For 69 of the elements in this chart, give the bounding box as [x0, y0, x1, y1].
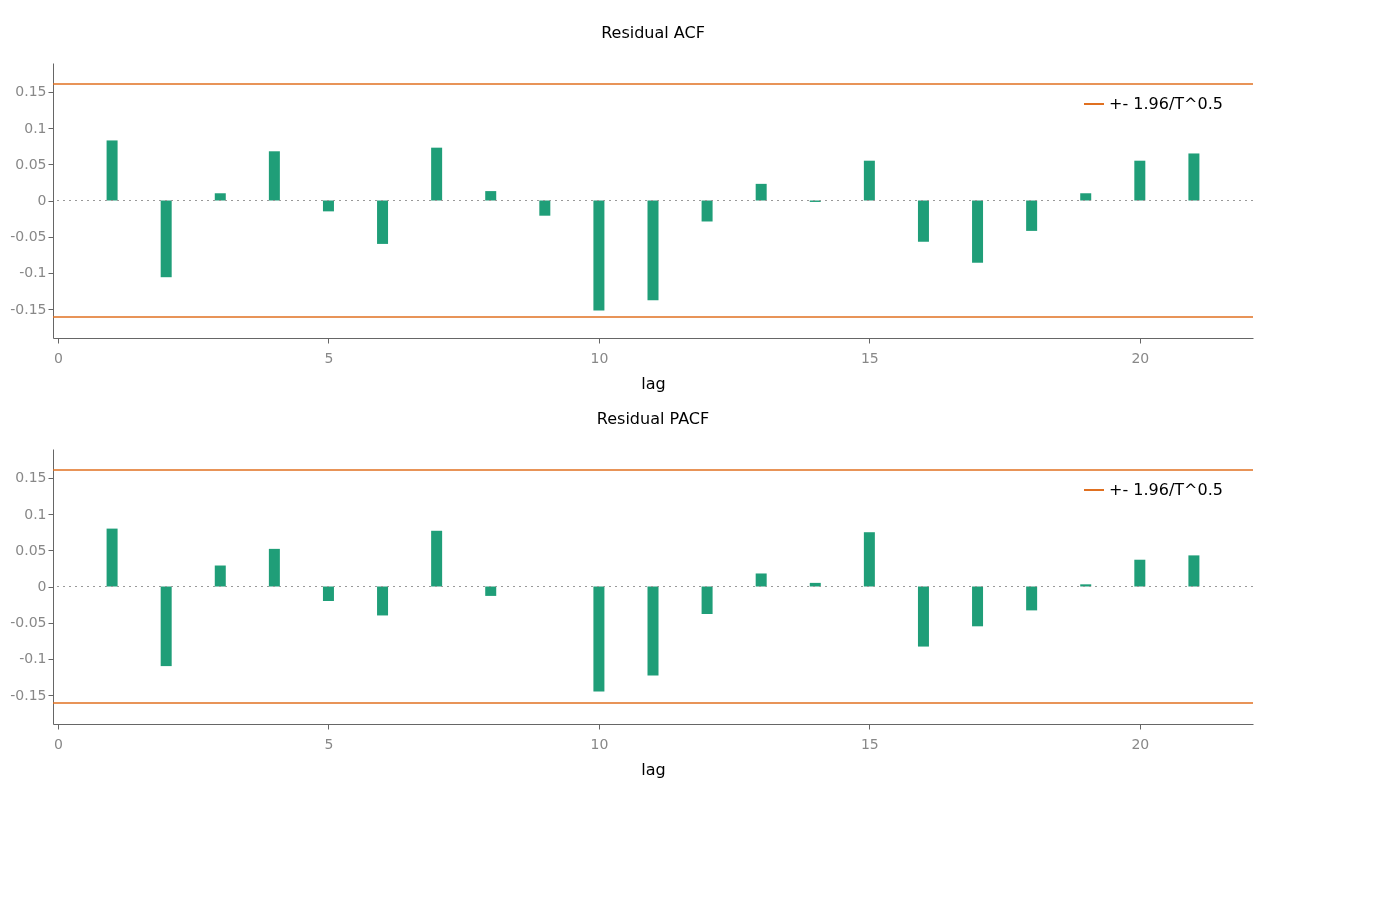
- bar: [1188, 153, 1200, 201]
- x-axis-title: lag: [641, 373, 666, 393]
- bar: [701, 586, 713, 614]
- bar: [863, 160, 875, 201]
- bar: [972, 200, 984, 263]
- bar: [160, 586, 172, 667]
- legend-label: +- 1.96/T^0.5: [1109, 480, 1223, 499]
- bar: [214, 193, 226, 201]
- bar: [1026, 586, 1038, 611]
- bar: [755, 183, 767, 201]
- bar: [809, 582, 821, 587]
- y-tick-label: 0: [37, 578, 47, 594]
- y-tick-label: 0.05: [15, 541, 47, 558]
- x-tick-label: 0: [54, 349, 63, 366]
- y-tick-label: -0.05: [10, 614, 47, 631]
- bar: [755, 573, 767, 587]
- bar: [160, 200, 172, 278]
- x-tick-label: 10: [590, 349, 609, 366]
- bar: [917, 586, 929, 647]
- x-tick-label: 5: [324, 735, 334, 752]
- bar: [1080, 193, 1092, 201]
- bar: [268, 151, 280, 201]
- x-tick-label: 0: [54, 735, 63, 752]
- x-axis-title: lag: [641, 759, 666, 779]
- bar: [593, 200, 605, 311]
- y-tick-label: 0.1: [24, 119, 47, 136]
- bar: [377, 586, 389, 616]
- x-tick-label: 20: [1131, 349, 1150, 366]
- x-tick-label: 15: [860, 349, 879, 366]
- y-tick-label: -0.1: [19, 264, 47, 281]
- x-tick-label: 5: [324, 349, 334, 366]
- y-tick-label: 0.15: [15, 469, 47, 486]
- bar: [214, 565, 226, 587]
- chart-title: Residual PACF: [596, 409, 710, 428]
- y-tick-label: 0.1: [24, 505, 47, 522]
- bar: [485, 191, 497, 201]
- bar: [431, 147, 443, 201]
- y-tick-label: 0: [37, 192, 47, 208]
- y-tick-label: -0.15: [10, 686, 47, 703]
- bar: [647, 200, 659, 301]
- bar: [106, 528, 118, 587]
- bar: [701, 200, 713, 222]
- bar: [1134, 160, 1146, 201]
- bar: [647, 586, 659, 676]
- bar: [593, 586, 605, 692]
- y-tick-label: 0.15: [15, 83, 47, 100]
- bar: [431, 530, 443, 587]
- y-tick-label: -0.15: [10, 300, 47, 317]
- bar: [322, 586, 334, 601]
- x-tick-label: 15: [860, 735, 879, 752]
- x-tick-label: 10: [590, 735, 609, 752]
- bar: [917, 200, 929, 242]
- chart-title: Residual ACF: [601, 23, 705, 42]
- bar: [1026, 200, 1038, 231]
- bar: [485, 586, 497, 596]
- bar: [1134, 559, 1146, 587]
- bar: [539, 200, 551, 216]
- y-tick-label: -0.1: [19, 650, 47, 667]
- bar: [863, 532, 875, 587]
- bar: [377, 200, 389, 244]
- x-tick-label: 20: [1131, 735, 1150, 752]
- bar: [322, 200, 334, 212]
- bar: [1188, 555, 1200, 587]
- y-tick-label: 0.05: [15, 155, 47, 172]
- bar: [972, 586, 984, 627]
- bar: [106, 140, 118, 201]
- y-tick-label: -0.05: [10, 228, 47, 245]
- bar: [268, 548, 280, 587]
- legend-label: +- 1.96/T^0.5: [1109, 94, 1223, 113]
